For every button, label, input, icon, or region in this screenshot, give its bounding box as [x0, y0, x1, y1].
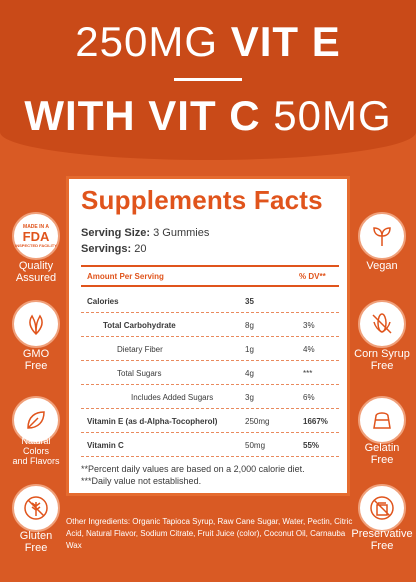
natural-colors-badge: [12, 396, 60, 444]
headline-divider: [174, 78, 242, 81]
jar-icon: [370, 496, 394, 520]
table-header: Amount Per Serving % DV**: [81, 265, 339, 287]
vegan-badge: [358, 212, 406, 260]
supplement-facts-panel: Supplements Facts Serving Size: 3 Gummie…: [66, 176, 350, 496]
servings: Servings: 20: [81, 243, 147, 255]
gluten-free-badge: [12, 484, 60, 532]
table-row: Total Sugars 4g ***: [81, 361, 339, 385]
table-row: Dietary Fiber 1g 4%: [81, 337, 339, 361]
corn-syrup-free-label: Corn Syrup Free: [354, 348, 410, 372]
plant-icon: [373, 227, 391, 246]
quality-assured-label: Quality Assured: [15, 260, 57, 284]
gmo-free-label: GMO Free: [22, 348, 50, 372]
gelatin-icon: [373, 412, 391, 429]
gluten-free-label: Gluten Free: [19, 530, 53, 554]
fda-icon: MADE IN A FDA INSPECTED FACILITY: [15, 224, 57, 248]
gmo-free-badge: [12, 300, 60, 348]
table-row: Total Carbohydrate 8g 3%: [81, 313, 339, 337]
fda-badge: MADE IN A FDA INSPECTED FACILITY: [12, 212, 60, 260]
gelatin-free-badge: [358, 396, 406, 444]
gelatin-free-label: Gelatin Free: [364, 442, 400, 466]
natural-colors-label: Natural Colors and Flavors: [12, 436, 60, 466]
footnotes: **Percent daily values are based on a 2,…: [81, 464, 305, 486]
table-row: Calories 35: [81, 289, 339, 313]
table-row: Vitamin E (as d-Alpha-Tocopherol) 250mg 16…: [81, 409, 339, 433]
serving-size: Serving Size: 3 Gummies: [81, 227, 210, 239]
leaf-icon: [29, 314, 43, 336]
corn-syrup-free-badge: [358, 300, 406, 348]
other-ingredients: Other Ingredients: Organic Tapioca Syrup…: [66, 517, 353, 550]
preservative-free-badge: [358, 484, 406, 532]
headline-line-1: 250MG VIT E: [75, 18, 341, 65]
preservative-free-label: Preservative Free: [351, 528, 413, 552]
leaf-icon: [27, 411, 45, 429]
corn-icon: [372, 313, 392, 334]
wheat-icon: [24, 496, 48, 520]
table-row: Vitamin C 50mg 55%: [81, 433, 339, 457]
headline-line-2: WITH VIT C 50MG: [24, 92, 392, 139]
panel-title: Supplements Facts: [81, 185, 323, 215]
table-row: Includes Added Sugars 3g 6%: [81, 385, 339, 409]
vegan-label: Vegan: [366, 260, 398, 272]
